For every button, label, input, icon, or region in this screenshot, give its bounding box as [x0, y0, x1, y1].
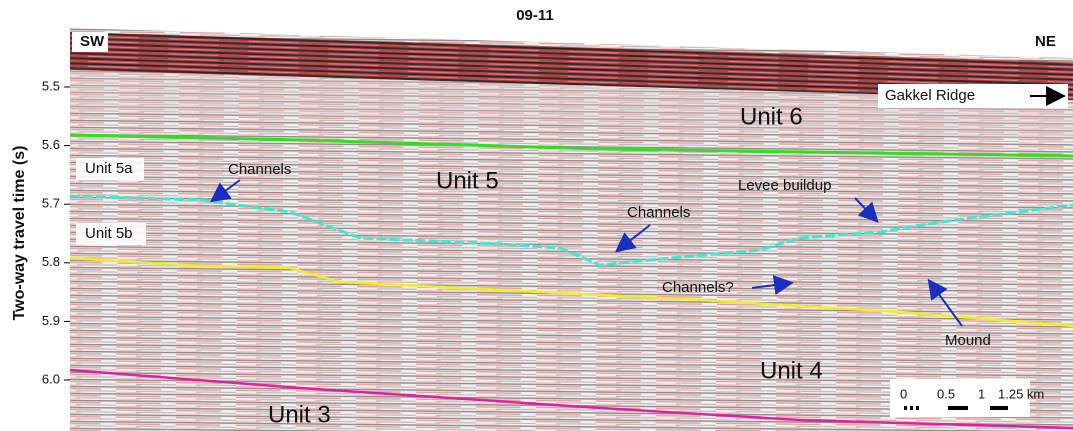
label: Unit 3: [268, 401, 331, 428]
label: SW: [80, 33, 105, 50]
y-tick-label: 5.7: [42, 196, 60, 211]
label: NE: [1035, 33, 1056, 50]
scale-label: 0.5: [937, 386, 955, 401]
label: Channels?: [662, 279, 734, 296]
label: Unit 5b: [85, 225, 133, 242]
y-tick-label: 5.9: [42, 313, 60, 328]
title: 09-11: [516, 7, 554, 24]
scale-label: 0: [900, 386, 907, 401]
scale-label: 1: [978, 386, 985, 401]
figure: 09-11 Two-way travel time (s) 5.55.65.75…: [0, 0, 1073, 431]
label: Gakkel Ridge: [885, 87, 975, 104]
label: Unit 5: [436, 167, 499, 194]
y-tick-label: 5.6: [42, 137, 60, 152]
y-tick-label: 5.5: [42, 78, 60, 93]
label: Unit 4: [760, 357, 823, 384]
scale-bar: 0 0.5 1 1.25 km: [890, 379, 1044, 417]
y-axis: 5.5 5.6 5.7 5.8 5.9 6.0: [42, 78, 70, 386]
label: Mound: [945, 332, 991, 349]
label: Unit 6: [740, 103, 803, 130]
y-axis-label: Two-way travel time (s): [11, 146, 28, 321]
scale-label: 1.25 km: [998, 386, 1044, 401]
label: Levee buildup: [738, 177, 831, 194]
label: Channels: [228, 161, 291, 178]
y-tick-label: 6.0: [42, 371, 60, 386]
label: Channels: [627, 204, 690, 221]
label: Unit 5a: [85, 160, 133, 177]
y-tick-label: 5.8: [42, 254, 60, 269]
